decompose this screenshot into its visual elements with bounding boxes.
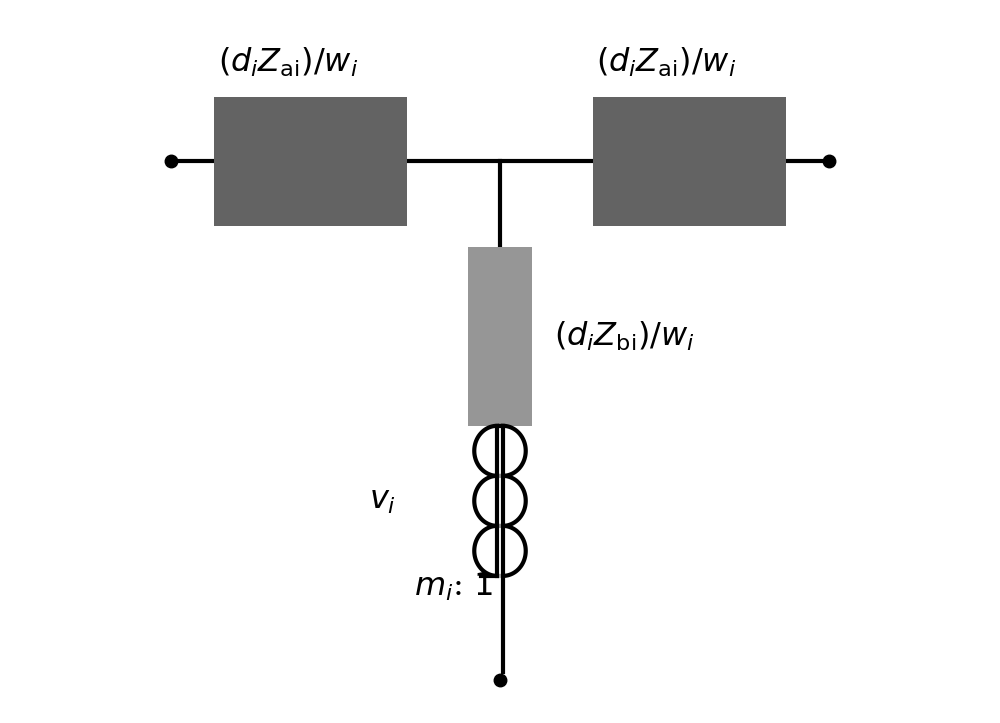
Text: $v_\mathit{i}$: $v_\mathit{i}$ [369, 485, 396, 516]
Text: $(d_\mathit{i}Z_\mathrm{ai})/w_\mathit{i}$: $(d_\mathit{i}Z_\mathrm{ai})/w_\mathit{i… [218, 46, 358, 80]
Bar [214, 97, 407, 226]
Text: $(d_\mathit{i}Z_\mathrm{ai})/w_\mathit{i}$: $(d_\mathit{i}Z_\mathrm{ai})/w_\mathit{i… [596, 46, 737, 80]
Bar [593, 97, 786, 226]
Bar [468, 247, 532, 426]
Text: $m_\mathit{i}$: $\mathit{1}$: $m_\mathit{i}$: $\mathit{1}$ [414, 570, 493, 603]
Text: $(d_\mathit{i}Z_\mathrm{bi})/w_\mathit{i}$: $(d_\mathit{i}Z_\mathrm{bi})/w_\mathit{i… [554, 320, 694, 354]
